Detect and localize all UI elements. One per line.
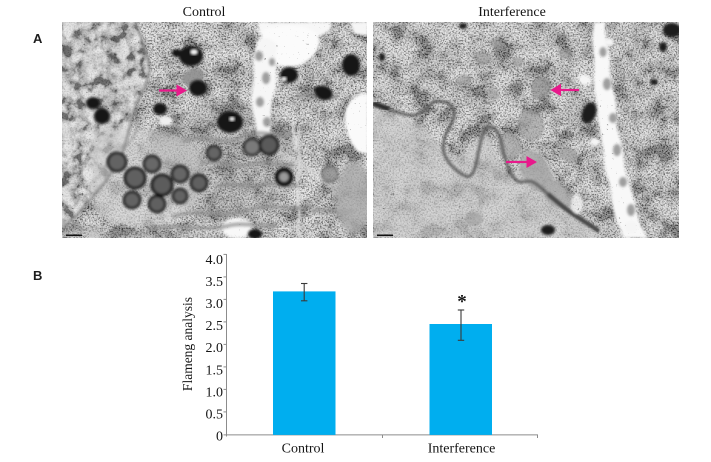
svg-text:1.0: 1.0 (206, 385, 224, 400)
svg-text:*: * (457, 292, 467, 313)
svg-text:Flameng analysis: Flameng analysis (180, 297, 195, 391)
svg-text:1.5: 1.5 (206, 363, 224, 378)
svg-text:Control: Control (282, 442, 325, 457)
svg-text:3.0: 3.0 (206, 297, 224, 312)
svg-text:4.0: 4.0 (206, 253, 224, 268)
svg-text:2.0: 2.0 (206, 341, 224, 356)
svg-text:0: 0 (216, 429, 223, 444)
svg-text:Interference: Interference (428, 442, 496, 457)
svg-text:2.5: 2.5 (206, 319, 224, 334)
svg-text:0.5: 0.5 (206, 407, 224, 422)
svg-text:3.5: 3.5 (206, 275, 224, 290)
